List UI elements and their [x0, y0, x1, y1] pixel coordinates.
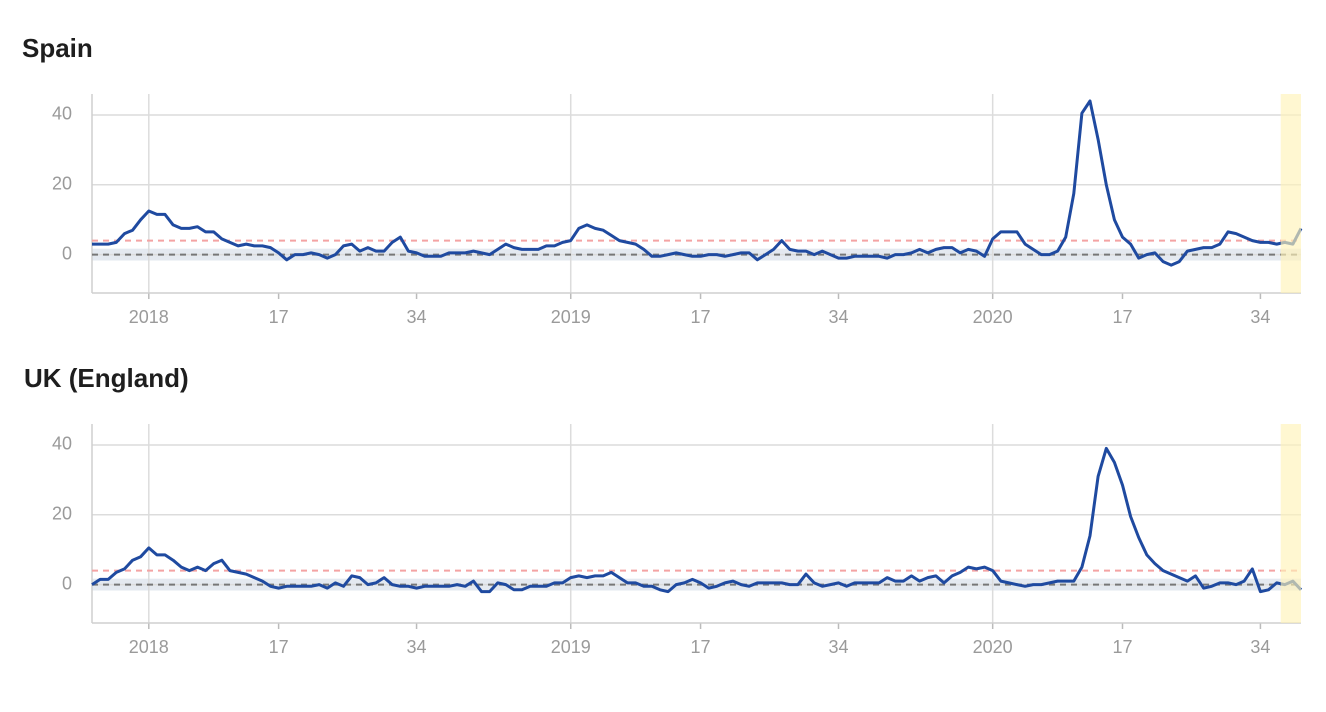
x-tick-label: 34: [1250, 637, 1270, 657]
data-line: [92, 99, 1303, 267]
chart-title: UK (England): [24, 363, 189, 393]
y-tick-label: 0: [62, 243, 72, 263]
y-tick-label: 40: [52, 104, 72, 124]
x-tick-label: 2018: [129, 637, 169, 657]
x-tick-label: 34: [1250, 307, 1270, 327]
x-tick-label: 34: [407, 637, 427, 657]
provisional-highlight: [1280, 94, 1301, 293]
x-tick-label: 17: [269, 637, 289, 657]
data-line: [91, 446, 1303, 594]
x-tick-label: 2020: [973, 637, 1013, 657]
y-tick-label: 40: [52, 434, 72, 454]
x-tick-label: 34: [828, 637, 848, 657]
x-tick-label: 17: [691, 637, 711, 657]
provisional-highlight: [1280, 424, 1301, 623]
y-tick-label: 20: [52, 504, 72, 524]
y-tick-label: 20: [52, 174, 72, 194]
x-tick-label: 2019: [551, 307, 591, 327]
x-tick-label: 2018: [129, 307, 169, 327]
chart-title: Spain: [22, 33, 93, 63]
x-tick-label: 34: [828, 307, 848, 327]
x-tick-label: 17: [269, 307, 289, 327]
x-tick-label: 17: [1112, 307, 1132, 327]
x-tick-label: 17: [691, 307, 711, 327]
y-tick-label: 0: [62, 573, 72, 593]
x-tick-label: 34: [407, 307, 427, 327]
x-tick-label: 2020: [973, 307, 1013, 327]
x-tick-label: 2019: [551, 637, 591, 657]
x-tick-label: 17: [1112, 637, 1132, 657]
